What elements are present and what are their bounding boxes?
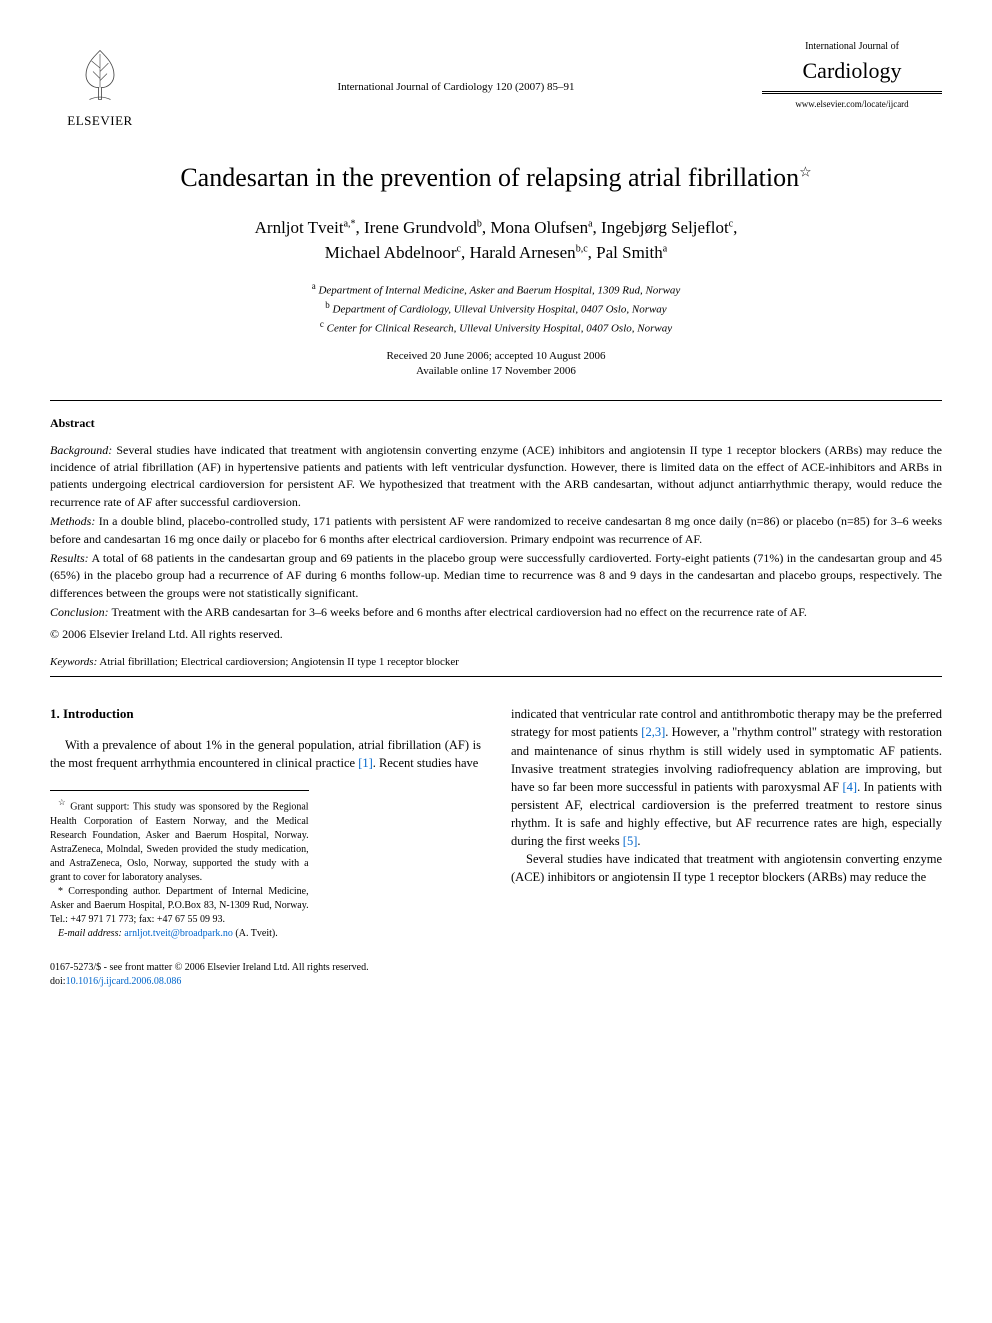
publisher-name: ELSEVIER (67, 112, 132, 130)
body-columns: 1. Introduction With a prevalence of abo… (50, 705, 942, 940)
received-accepted: Received 20 June 2006; accepted 10 Augus… (386, 350, 605, 362)
left-column: 1. Introduction With a prevalence of abo… (50, 705, 481, 940)
article-dates: Received 20 June 2006; accepted 10 Augus… (50, 349, 942, 380)
abstract-heading: Abstract (50, 415, 942, 432)
author-affil-sup: a,* (344, 218, 356, 229)
journal-title: Cardiology (762, 56, 942, 87)
footnotes-block: ☆ Grant support: This study was sponsore… (50, 790, 309, 940)
affiliations: a Department of Internal Medicine, Asker… (50, 280, 942, 337)
corresponding-email-link[interactable]: arnljot.tveit@broadpark.no (124, 928, 233, 939)
footnote-star-icon: ☆ (58, 798, 67, 807)
grant-footnote: Grant support: This study was sponsored … (50, 802, 309, 883)
rule-above-abstract (50, 400, 942, 401)
author-affil-sup: c (457, 243, 461, 254)
author-affil-sup: a (588, 218, 592, 229)
email-attribution: (A. Tveit). (235, 928, 277, 939)
abstract-methods: In a double blind, placebo-controlled st… (50, 514, 942, 545)
title-footnote-star: ☆ (799, 166, 812, 181)
intro-text: . Recent studies have (373, 756, 479, 770)
elsevier-tree-icon (65, 40, 135, 110)
author-affil-sup: b,c (576, 243, 588, 254)
title-text: Candesartan in the prevention of relapsi… (180, 163, 799, 192)
keywords-line: Keywords: Atrial fibrillation; Electrica… (50, 655, 942, 670)
journal-url: www.elsevier.com/locate/ijcard (762, 98, 942, 111)
abstract-methods-label: Methods: (50, 514, 95, 528)
doi-label: doi: (50, 976, 66, 987)
abstract-background: Several studies have indicated that trea… (50, 443, 942, 509)
section-1-heading: 1. Introduction (50, 705, 481, 724)
author: Pal Smith (596, 243, 663, 262)
author-affil-sup: c (729, 218, 733, 229)
author: Mona Olufsen (490, 218, 588, 237)
keywords-text: Atrial fibrillation; Electrical cardiove… (97, 656, 459, 668)
journal-block: International Journal of Cardiology www.… (762, 40, 942, 110)
abstract-conclusion-label: Conclusion: (50, 605, 109, 619)
article-title: Candesartan in the prevention of relapsi… (50, 160, 942, 196)
author-affil-sup: b (477, 218, 482, 229)
abstract-copyright: © 2006 Elsevier Ireland Ltd. All rights … (50, 626, 942, 643)
author-list: Arnljot Tveita,*, Irene Grundvoldb, Mona… (50, 215, 942, 266)
page-header: ELSEVIER International Journal of Cardio… (50, 40, 942, 130)
ref-link-4[interactable]: [4] (842, 780, 857, 794)
author: Ingebjørg Seljeflot (601, 218, 729, 237)
author: Arnljot Tveit (255, 218, 344, 237)
citation-line: International Journal of Cardiology 120 … (150, 40, 762, 95)
abstract-background-label: Background: (50, 443, 112, 457)
ref-link-2-3[interactable]: [2,3] (641, 725, 665, 739)
author: Harald Arnesen (469, 243, 575, 262)
journal-rule-1 (762, 91, 942, 92)
affiliation-a: Department of Internal Medicine, Asker a… (318, 284, 680, 296)
journal-supertitle: International Journal of (762, 40, 942, 54)
intro-paragraph-2: Several studies have indicated that trea… (511, 850, 942, 886)
publisher-block: ELSEVIER (50, 40, 150, 130)
email-label: E-mail address: (58, 928, 122, 939)
author: Michael Abdelnoor (325, 243, 457, 262)
author-affil-sup: a (663, 243, 667, 254)
journal-rule-2 (762, 93, 942, 94)
ref-link-5[interactable]: [5] (623, 834, 638, 848)
affiliation-c: Center for Clinical Research, Ulleval Un… (327, 323, 672, 335)
intro-text: . (637, 834, 640, 848)
bottom-meta: 0167-5273/$ - see front matter © 2006 El… (50, 961, 942, 989)
affiliation-b: Department of Cardiology, Ulleval Univer… (333, 303, 667, 315)
author: Irene Grundvold (364, 218, 477, 237)
keywords-label: Keywords: (50, 656, 97, 668)
abstract-results-label: Results: (50, 551, 89, 565)
abstract-body: Background: Several studies have indicat… (50, 442, 942, 643)
right-column: indicated that ventricular rate control … (511, 705, 942, 940)
rule-below-keywords (50, 676, 942, 677)
abstract-conclusion: Treatment with the ARB candesartan for 3… (109, 605, 807, 619)
available-online: Available online 17 November 2006 (416, 365, 576, 377)
front-matter-line: 0167-5273/$ - see front matter © 2006 El… (50, 961, 942, 975)
ref-link-1[interactable]: [1] (358, 756, 373, 770)
abstract-results: A total of 68 patients in the candesarta… (50, 551, 942, 600)
corresponding-footnote: Corresponding author. Department of Inte… (50, 886, 309, 925)
doi-link[interactable]: 10.1016/j.ijcard.2006.08.086 (66, 976, 182, 987)
